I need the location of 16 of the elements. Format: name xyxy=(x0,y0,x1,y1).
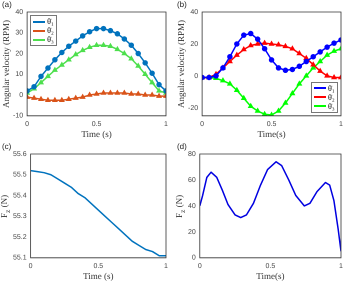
legend-label: θ̇₂ xyxy=(328,92,335,102)
x-axis-title: Time (s) xyxy=(83,270,114,281)
chart-title: (b) xyxy=(177,0,187,9)
x-axis-title: Time(s) xyxy=(256,270,284,281)
legend-label: θ̇₃ xyxy=(328,102,335,111)
y-axis-title: Angular velocity (RPM) xyxy=(1,20,11,108)
chart-title: (d) xyxy=(177,142,187,151)
chart-title: (a) xyxy=(2,0,12,9)
x-axis-title: Time (s) xyxy=(81,128,112,139)
legend-label: θ̇₃ xyxy=(47,35,54,44)
legend-label: θ̇₁ xyxy=(47,17,54,26)
y-axis-title: Angular velocity (RPM) xyxy=(176,20,186,108)
legend-label: θ̇₂ xyxy=(47,26,54,35)
chart-title: (c) xyxy=(2,142,12,151)
x-axis-title: Time(s) xyxy=(257,128,286,139)
legend-label: θ̇₁ xyxy=(328,84,335,93)
